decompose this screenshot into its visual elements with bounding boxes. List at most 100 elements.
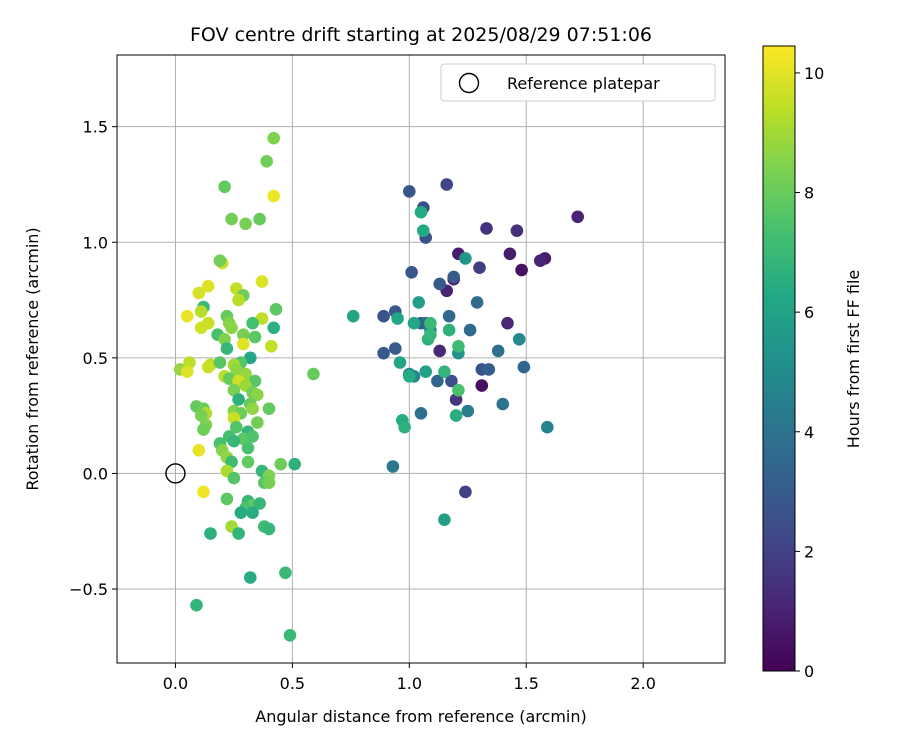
reference-layer bbox=[165, 463, 186, 484]
x-axis-label: Angular distance from reference (arcmin) bbox=[255, 707, 586, 726]
data-point bbox=[480, 222, 493, 235]
data-point bbox=[274, 457, 288, 471]
data-point bbox=[449, 409, 463, 422]
data-point bbox=[220, 342, 234, 355]
data-point bbox=[239, 217, 252, 231]
data-point bbox=[391, 312, 404, 325]
data-point bbox=[250, 416, 264, 429]
data-point bbox=[470, 296, 484, 309]
data-point bbox=[194, 321, 208, 335]
data-point bbox=[424, 316, 437, 330]
data-point bbox=[541, 420, 554, 434]
data-point bbox=[452, 383, 465, 397]
data-point bbox=[265, 340, 278, 353]
colorbar-tick-label: 6 bbox=[804, 303, 814, 322]
data-point bbox=[473, 261, 486, 275]
data-point bbox=[194, 305, 208, 318]
points-layer bbox=[173, 131, 584, 642]
data-point bbox=[237, 337, 250, 351]
data-point bbox=[267, 131, 281, 145]
data-point bbox=[197, 423, 210, 436]
data-point bbox=[452, 340, 465, 353]
data-point bbox=[201, 360, 215, 374]
data-point bbox=[222, 372, 236, 386]
data-point bbox=[431, 374, 444, 388]
data-point bbox=[192, 286, 206, 300]
y-tick-label: −0.5 bbox=[69, 580, 108, 599]
data-point bbox=[407, 316, 421, 330]
y-tick-label: 1.5 bbox=[83, 118, 108, 137]
data-point bbox=[253, 212, 266, 226]
data-point bbox=[475, 379, 489, 392]
data-point bbox=[262, 476, 276, 490]
data-point bbox=[571, 210, 584, 224]
data-point bbox=[307, 367, 320, 381]
data-point bbox=[262, 522, 276, 536]
data-point bbox=[253, 497, 266, 510]
data-point bbox=[232, 393, 245, 406]
data-point bbox=[227, 471, 241, 485]
grid-layer bbox=[117, 55, 725, 663]
data-point bbox=[250, 388, 264, 402]
data-point bbox=[438, 513, 451, 526]
data-point bbox=[405, 266, 418, 279]
data-point bbox=[463, 323, 477, 337]
data-point bbox=[218, 180, 231, 194]
data-point bbox=[237, 328, 250, 342]
data-point bbox=[386, 460, 400, 473]
data-point bbox=[414, 205, 428, 219]
data-point bbox=[440, 178, 454, 191]
data-point bbox=[225, 212, 238, 226]
colorbar-tick-label: 10 bbox=[804, 64, 824, 83]
data-point bbox=[517, 360, 531, 374]
data-point bbox=[241, 441, 255, 455]
data-point bbox=[515, 263, 528, 277]
data-point bbox=[180, 309, 194, 323]
data-point bbox=[267, 189, 281, 203]
data-point bbox=[197, 485, 210, 499]
y-tick-label: 0.5 bbox=[83, 349, 108, 368]
y-tick-label: 0.0 bbox=[83, 464, 108, 483]
data-point bbox=[417, 224, 430, 237]
data-point bbox=[414, 407, 428, 420]
data-point bbox=[398, 420, 411, 434]
data-point bbox=[180, 365, 194, 379]
data-point bbox=[510, 224, 524, 237]
data-point bbox=[377, 309, 390, 323]
x-tick-label: 2.0 bbox=[630, 674, 655, 693]
data-point bbox=[204, 527, 217, 540]
data-point bbox=[241, 455, 255, 469]
data-point bbox=[283, 629, 297, 642]
data-point bbox=[412, 296, 426, 309]
colorbar-tick-label: 8 bbox=[804, 184, 814, 203]
x-tick-label: 0.5 bbox=[280, 674, 305, 693]
x-tick-label: 1.5 bbox=[514, 674, 539, 693]
data-point bbox=[248, 374, 262, 388]
data-point bbox=[192, 444, 206, 457]
data-point bbox=[234, 506, 248, 519]
data-point bbox=[433, 277, 447, 291]
data-point bbox=[255, 275, 269, 288]
y-axis-label: Rotation from reference (arcmin) bbox=[23, 227, 42, 490]
data-point bbox=[190, 598, 203, 612]
data-point bbox=[393, 356, 407, 369]
data-point bbox=[244, 571, 257, 584]
colorbar-tick-label: 2 bbox=[804, 542, 814, 561]
data-point bbox=[248, 330, 262, 344]
data-point bbox=[230, 363, 243, 376]
data-point bbox=[442, 309, 456, 323]
data-point bbox=[262, 402, 276, 416]
data-point bbox=[482, 363, 496, 376]
data-point bbox=[232, 293, 245, 307]
data-point bbox=[194, 409, 208, 422]
data-point bbox=[267, 321, 281, 335]
colorbar: 0 2 4 6 8 10 bbox=[762, 45, 824, 681]
x-tick-label: 0.0 bbox=[163, 674, 188, 693]
data-point bbox=[419, 365, 433, 379]
data-point bbox=[447, 270, 461, 284]
plot-frame bbox=[116, 54, 726, 664]
data-point bbox=[403, 185, 416, 198]
colorbar-tick-label: 4 bbox=[804, 423, 814, 442]
